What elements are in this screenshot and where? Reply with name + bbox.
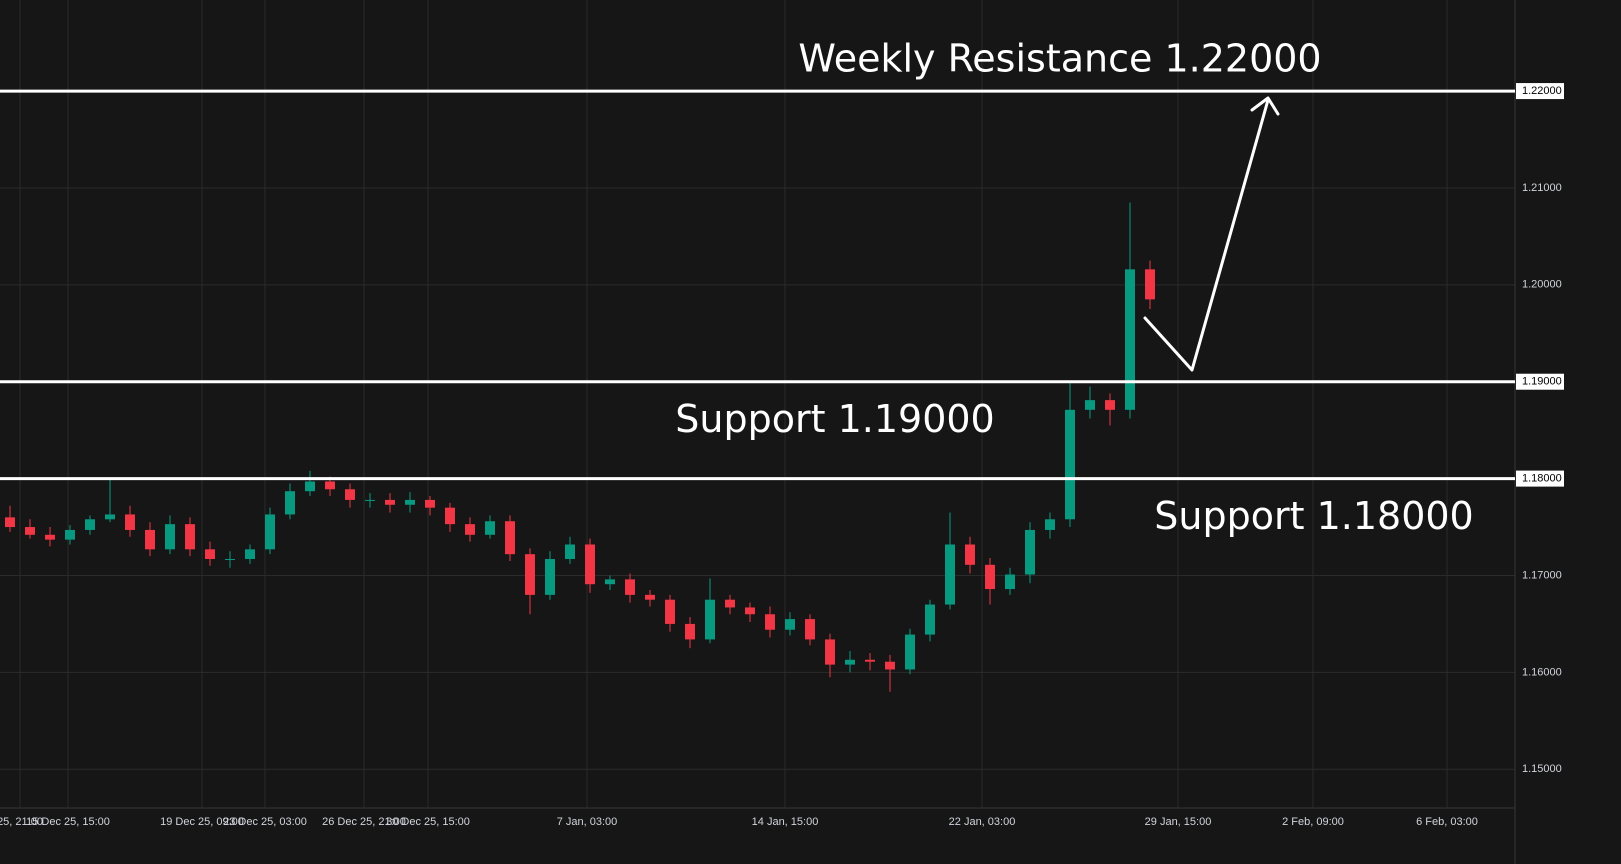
y-tick-label: 1.16000 [1522,666,1562,678]
candle-body [385,499,395,505]
y-tick-label: 1.21000 [1522,182,1562,194]
x-tick-label: 6 Feb, 03:00 [1416,816,1478,828]
candle-body [405,499,415,505]
candle-body [565,544,575,560]
candle-body [765,614,775,630]
candle-body [945,544,955,605]
levels: Weekly Resistance 1.22000 Support 1.19000… [0,37,1515,538]
candle-body [605,579,615,585]
x-tick-label: 22 Jan, 03:00 [949,816,1016,828]
y-tick-label: 1.15000 [1522,763,1562,775]
candle-body [25,527,35,535]
level-annotation: Weekly Resistance 1.22000 [798,37,1321,81]
candle-body [925,604,935,635]
x-tick-label: 2 Feb, 09:00 [1282,816,1344,828]
candle-body [185,524,195,550]
x-tick-label: 30 Dec 25, 15:00 [386,816,470,828]
candle-body [245,549,255,560]
level-annotation: Support 1.18000 [1154,494,1473,538]
candle-body [265,514,275,550]
candle-body [325,481,335,490]
price-label-box [1516,373,1564,390]
candle-body [1145,269,1155,300]
candle-body [885,661,895,670]
candle-body [365,499,375,501]
candle-body [305,481,315,492]
x-tick-label: 25, 21:00 [0,816,43,828]
candle-body [845,659,855,665]
y-tick-label: 1.22000 [1522,85,1562,97]
candle-body [425,499,435,508]
candle-body [45,534,55,540]
candle-body [745,607,755,615]
x-tick-label: 19 Dec 25, 09:00 [160,816,244,828]
x-tick-label: 26 Dec 25, 21:00 [322,816,406,828]
candle-body [965,544,975,565]
price-label-box [1516,470,1564,487]
axes: 1.15000 1.16000 1.17000 1.18000 1.19000 1.200… [0,83,1564,828]
candle-body [125,514,135,530]
candle-body [445,507,455,525]
candles [5,202,1155,692]
candle-body [285,491,295,515]
candle-body [725,599,735,608]
candle-body [165,524,175,550]
x-tick-label: 15 Dec 25, 15:00 [26,816,110,828]
candle-body [145,529,155,550]
candle-body [905,634,915,670]
x-tick-label: 23 Dec 25, 03:00 [223,816,307,828]
candle-body [1025,529,1035,575]
candle-body [345,489,355,500]
candle-body [1065,409,1075,520]
candle-body [205,549,215,560]
candle-body [985,564,995,590]
candle-body [825,639,835,665]
x-tick-label: 7 Jan, 03:00 [557,816,618,828]
candle-body [665,599,675,624]
candle-body [1005,574,1015,590]
candle-body [505,521,515,555]
candle-body [785,619,795,630]
candle-body [545,559,555,595]
price-label-box [1516,83,1564,100]
candle-body [465,524,475,535]
x-tick-label: 14 Jan, 15:00 [752,816,819,828]
candle-body [1105,400,1115,410]
candle-body [1085,400,1095,410]
candle-body [865,659,875,662]
candle-body [5,517,15,528]
candle-body [645,594,655,600]
x-tick-label: 29 Jan, 15:00 [1145,816,1212,828]
candle-body [1125,269,1135,410]
candle-body [585,544,595,585]
y-tick-label: 1.20000 [1522,279,1562,291]
y-tick-label: 1.18000 [1522,473,1562,485]
candle-body [65,529,75,540]
y-tick-label: 1.17000 [1522,569,1562,581]
arrow-path [1143,98,1270,372]
level-annotation: Support 1.19000 [675,397,994,441]
candle-body [685,623,695,640]
candle-body [225,559,235,561]
projection-arrow [1143,96,1280,372]
candle-body [85,519,95,530]
candle-body [525,554,535,595]
candle-body [105,514,115,520]
candle-body [1045,519,1055,530]
candle-body [625,579,635,595]
candle-body [485,521,495,535]
candle-body [705,599,715,640]
arrow-head [1250,96,1280,116]
y-tick-label: 1.19000 [1522,376,1562,388]
candle-body [805,619,815,640]
